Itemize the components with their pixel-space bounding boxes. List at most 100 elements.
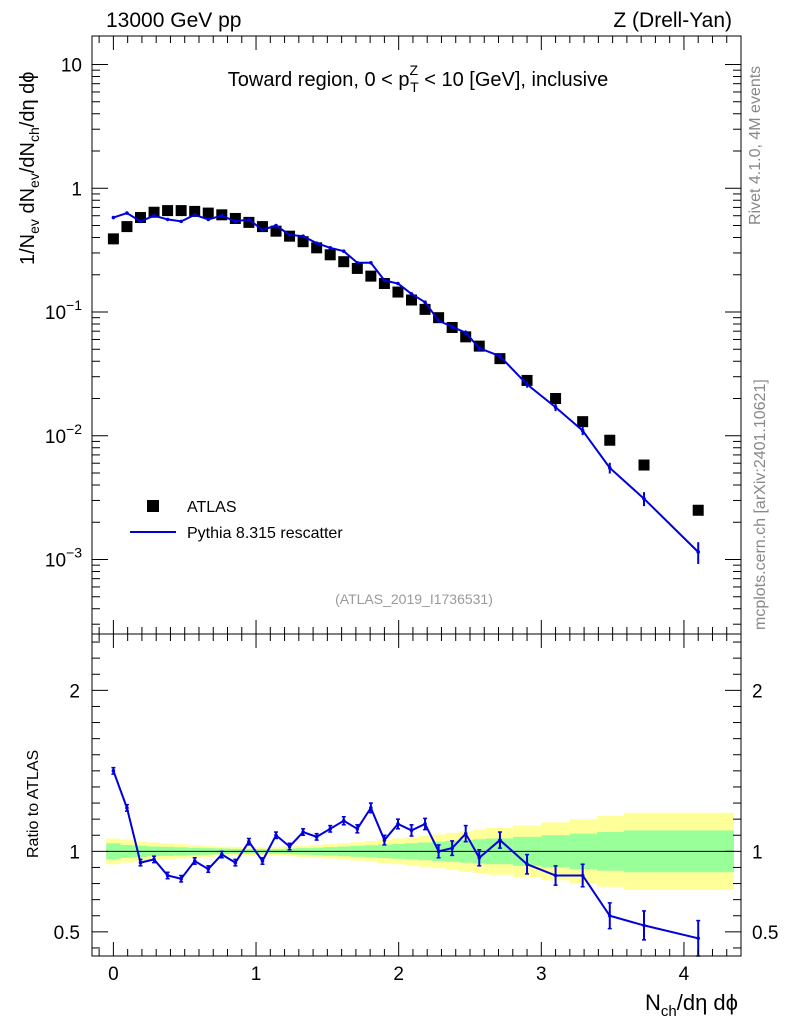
ratio-data-point: [138, 860, 143, 865]
main-panel: 10 1 10−1 10−2 10−3 Toward region, 0 < pZ T <…: [17, 35, 742, 635]
atlas-data-point: [378, 277, 390, 289]
x-tick-label: 1: [251, 964, 262, 985]
ratio-data-point: [220, 852, 224, 857]
pythia-data-point: [152, 213, 156, 218]
pythia-data-point: [179, 219, 183, 224]
header-left: 13000 GeV pp: [106, 9, 241, 32]
ratio-data-point: [111, 769, 116, 773]
pythia-data-point: [274, 223, 278, 228]
ratio-data-point: [436, 849, 441, 854]
pythia-data-point: [382, 278, 387, 283]
pythia-data-point: [314, 241, 319, 245]
ratio-data-point: [607, 913, 612, 918]
ratio-y-tick-label: 1: [69, 842, 80, 863]
atlas-data-point: [270, 225, 282, 237]
atlas-data-point: [107, 233, 119, 245]
ratio-y-tick-label-right: 1: [752, 842, 763, 863]
legend: ATLAS Pythia 8.315 rescatter: [130, 499, 343, 542]
ratio-data-point: [369, 806, 373, 810]
pythia-data-point: [355, 260, 360, 265]
ratio-panel: 0.5 0.5 1 1 2 2 0 1 2 3 4 Ratio to ATLAS Nch/dη dϕ: [25, 633, 778, 1020]
atlas-data-point: [692, 504, 704, 516]
main-y-tick-label: 1: [71, 179, 82, 200]
atlas-data-point: [604, 434, 616, 446]
pythia-data-point: [580, 428, 585, 433]
ratio-data-point: [463, 831, 468, 836]
pythia-data-point: [328, 246, 333, 250]
pythia-data-point: [165, 217, 170, 222]
x-tick-label: 2: [393, 964, 404, 985]
atlas-data-point: [460, 331, 472, 343]
atlas-data-point: [121, 221, 133, 233]
atlas-data-point: [297, 236, 309, 248]
atlas-data-point: [521, 374, 533, 386]
ratio-axes: 0.5 0.5 1 1 2 2 0 1 2 3 4: [54, 634, 778, 985]
atlas-data-point: [550, 393, 562, 405]
ratio-data-point: [525, 862, 529, 867]
atlas-data-point: [351, 262, 363, 274]
pythia-data-point: [396, 281, 400, 286]
atlas-data-point: [324, 249, 336, 261]
main-y-tick-label: 10−2: [45, 421, 82, 448]
pythia-data-point: [525, 382, 529, 387]
ratio-data-point: [328, 827, 333, 831]
atlas-data-point: [229, 212, 241, 224]
ratio-y-tick-label-right: 2: [752, 681, 763, 702]
ratio-data-point: [580, 873, 585, 878]
ratio-data-point: [314, 835, 319, 839]
pythia-data-point: [369, 260, 373, 265]
main-axes: 10 1 10−1 10−2 10−3: [45, 36, 742, 634]
header-right: Z (Drell-Yan): [613, 9, 732, 32]
main-y-tick-label: 10: [61, 56, 82, 77]
pythia-data-point: [409, 292, 414, 296]
pythia-data-point: [477, 346, 482, 350]
ratio-data-point: [287, 844, 292, 849]
pythia-data-point: [463, 330, 468, 335]
pythia-data-point: [206, 217, 211, 222]
main-plot-area: [107, 205, 704, 564]
ratio-y-tick-label: 0.5: [54, 923, 80, 944]
ratio-data-point: [553, 873, 558, 878]
ratio-frame: [91, 633, 742, 957]
legend-pythia-label: Pythia 8.315 rescatter: [187, 525, 343, 542]
pythia-data-point: [553, 405, 558, 410]
legend-atlas-marker: [147, 500, 159, 512]
pythia-data-point: [125, 211, 129, 215]
x-axis-label: Nch/dη dϕ: [645, 990, 738, 1020]
pythia-data-point: [498, 354, 502, 358]
pythia-data-point: [341, 249, 346, 254]
ratio-data-point: [179, 876, 183, 881]
atlas-data-point: [406, 294, 418, 306]
ratio-data-point: [165, 873, 170, 878]
main-y-axis-label: 1/Nev dNev/dNch/dη dϕ: [17, 72, 42, 265]
atlas-data-point: [311, 242, 323, 254]
pythia-data-point: [642, 496, 646, 501]
ratio-data-point: [396, 822, 400, 826]
ratio-data-point: [423, 822, 427, 826]
atlas-data-point: [256, 221, 268, 233]
mcplots-label: mcplots.cern.ch [arXiv:2401.10621]: [752, 379, 769, 630]
atlas-data-point: [365, 270, 377, 282]
atlas-data-point: [243, 216, 255, 228]
x-tick-label: 0: [108, 964, 119, 985]
ratio-data-point: [301, 830, 305, 834]
main-frame: [91, 35, 742, 635]
atlas-data-point: [419, 303, 431, 315]
atlas-data-point: [134, 212, 146, 224]
ratio-data-point: [409, 828, 414, 833]
pythia-data-point: [301, 234, 305, 238]
ratio-data-point: [450, 846, 454, 850]
main-title: Toward region, 0 < pZ T < 10 [GeV], inclu…: [228, 62, 608, 95]
ratio-data-point: [498, 838, 502, 842]
ratio-data-point: [260, 859, 265, 863]
ratio-data-point: [355, 827, 360, 831]
atlas-data-point: [175, 205, 187, 217]
ratio-data-point: [382, 838, 387, 842]
ratio-plot-area: [106, 766, 734, 957]
pythia-data-point: [192, 213, 197, 217]
ratio-data-point: [206, 867, 211, 871]
ratio-data-point: [274, 833, 278, 838]
pythia-data-point: [111, 215, 116, 220]
pythia-data-point: [220, 213, 224, 218]
